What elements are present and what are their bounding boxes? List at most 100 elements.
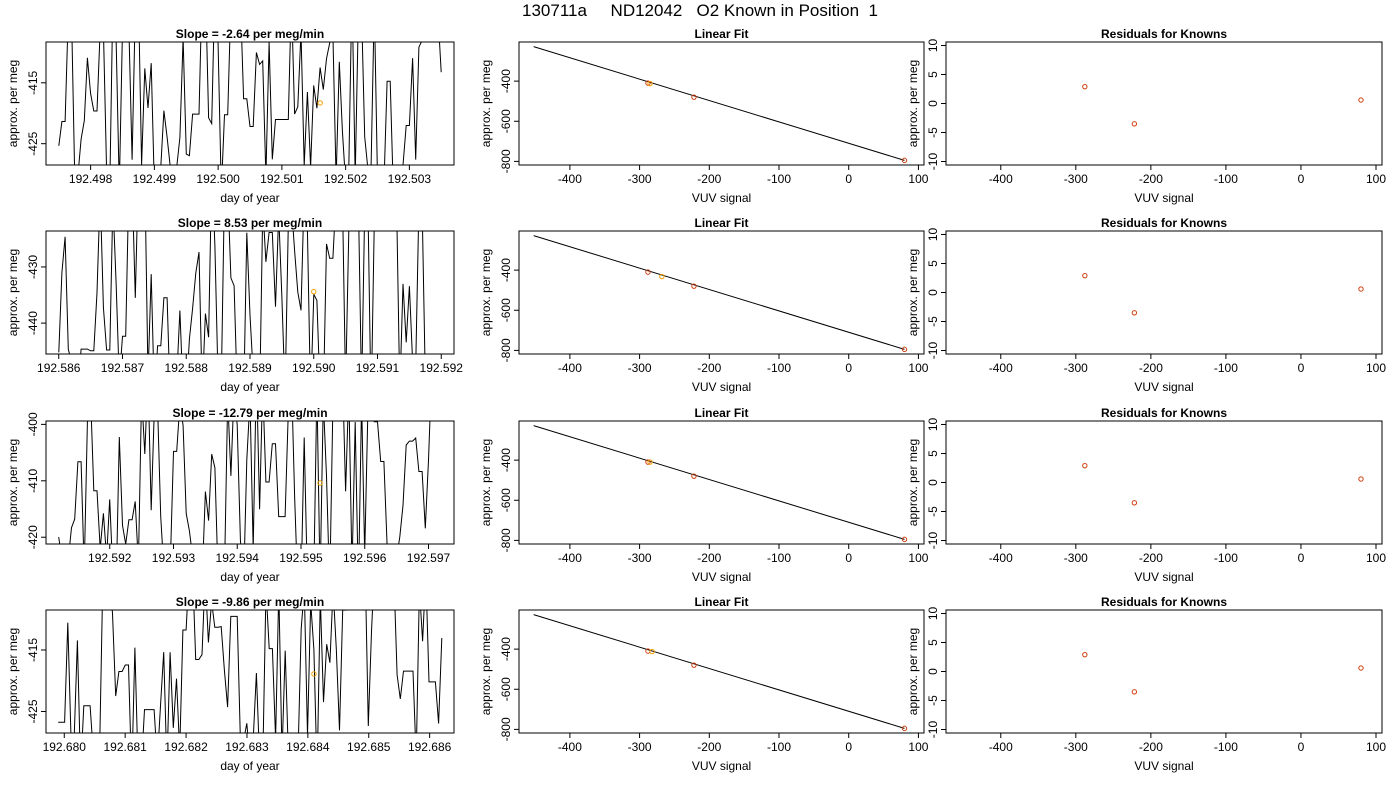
plot-frame	[518, 230, 925, 355]
chart-panel-r4c3: Residuals for Knowns-400 -300 -200 -100 0 100…	[906, 595, 1386, 773]
y-tick-label: -10	[926, 532, 940, 550]
x-tick-label: 192.591	[356, 361, 400, 375]
x-axis-label: VUV signal	[692, 380, 751, 394]
x-axis-label: VUV signal	[1134, 570, 1193, 584]
chart-title: Linear Fit	[694, 27, 748, 41]
x-tick-label: -200	[1139, 172, 1163, 186]
y-tick-label: -430	[26, 255, 40, 279]
y-axis-label: approx. per meg	[906, 249, 920, 336]
y-tick-label: 5	[926, 260, 940, 267]
data-layer	[1082, 83, 1364, 127]
x-tick-label: -200	[697, 172, 721, 186]
y-tick-label: -400	[499, 258, 513, 282]
y-axis-label: approx. per meg	[479, 628, 493, 715]
known-point	[645, 269, 651, 275]
x-tick-label: 0	[845, 361, 852, 375]
chart-panel-r4c1: Slope = -9.86 per meg/min 192.680 192.681 1…	[6, 595, 455, 773]
y-tick-label: -800	[499, 717, 513, 741]
x-tick-label: 192.681	[103, 740, 147, 754]
plot-frame	[45, 420, 455, 545]
x-tick-label: 192.680	[43, 740, 87, 754]
chart-title: Slope = 8.53 per meg/min	[178, 216, 322, 230]
x-tick-label: -400	[989, 740, 1013, 754]
y-axis-label: approx. per meg	[6, 439, 20, 526]
y-tick-label: 0	[926, 479, 940, 486]
data-layer	[533, 614, 908, 732]
x-tick-label: 192.499	[133, 172, 177, 186]
y-axis-label: approx. per meg	[479, 249, 493, 336]
plot-frame	[45, 41, 455, 166]
plot-frame	[45, 230, 455, 355]
x-tick-label: -100	[1214, 361, 1238, 375]
y-tick-label: -425	[26, 699, 40, 723]
x-tick-label: -100	[767, 361, 791, 375]
x-tick-label: 100	[1366, 740, 1386, 754]
trace-line	[58, 42, 442, 165]
x-tick-label: -400	[558, 172, 582, 186]
plot-frame	[945, 41, 1383, 166]
known-point	[1082, 651, 1088, 658]
data-layer	[1082, 272, 1364, 316]
fit-line	[533, 235, 905, 350]
x-tick-label: 192.595	[279, 551, 323, 565]
y-tick-label: -420	[26, 525, 40, 549]
y-tick-label: -400	[499, 448, 513, 472]
fit-line	[533, 425, 905, 540]
y-tick-label: -5	[926, 127, 940, 138]
plot-frame	[945, 609, 1383, 734]
x-tick-label: 100	[908, 551, 928, 565]
x-axis-label: VUV signal	[692, 570, 751, 584]
x-tick-label: 192.588	[165, 361, 209, 375]
x-tick-label: 192.593	[152, 551, 196, 565]
data-layer	[533, 235, 908, 353]
sample-point	[317, 480, 323, 486]
data-layer	[533, 46, 908, 164]
known-point	[645, 80, 651, 86]
chart-title: Linear Fit	[694, 216, 748, 230]
y-tick-label: 5	[926, 450, 940, 457]
x-tick-label: 100	[908, 361, 928, 375]
chart-panel-r2c2: Linear Fit -400 -300 -200 -100 0 100 VUV signal…	[479, 216, 929, 394]
x-axis-label: day of year	[220, 570, 279, 584]
chart-panel-r1c3: Residuals for Knowns-400 -300 -200 -100 0 100…	[906, 27, 1386, 205]
x-axis-label: VUV signal	[692, 191, 751, 205]
data-layer	[58, 231, 426, 354]
y-tick-label: -5	[926, 506, 940, 517]
x-tick-label: -100	[1214, 172, 1238, 186]
x-tick-label: 192.596	[343, 551, 387, 565]
known-point	[645, 459, 651, 465]
x-axis-label: VUV signal	[692, 759, 751, 773]
x-tick-label: 0	[845, 172, 852, 186]
x-tick-label: 100	[1366, 172, 1386, 186]
x-tick-label: -400	[989, 361, 1013, 375]
y-tick-label: -400	[499, 637, 513, 661]
plot-frame	[945, 230, 1383, 355]
x-tick-label: 0	[1298, 551, 1305, 565]
plot-frame	[518, 420, 925, 545]
y-axis-label: approx. per meg	[6, 249, 20, 336]
chart-panel-r1c2: Linear Fit -400 -300 -200 -100 0 100 VUV signal…	[479, 27, 929, 205]
known-point	[1358, 286, 1364, 292]
x-tick-label: 192.685	[347, 740, 391, 754]
y-tick-label: -600	[499, 298, 513, 322]
known-point	[691, 662, 697, 668]
x-tick-label: 192.597	[407, 551, 451, 565]
chart-panel-r4c2: Linear Fit -400 -300 -200 -100 0 100 VUV signal…	[479, 595, 929, 773]
trace-line	[58, 610, 443, 733]
x-tick-label: -100	[767, 740, 791, 754]
y-tick-label: -10	[926, 721, 940, 739]
figure-title: 130711a ND12042 O2 Known in Position 1	[522, 1, 878, 20]
known-point	[1131, 121, 1138, 127]
data-layer	[58, 421, 431, 544]
sample-point	[649, 648, 655, 655]
x-tick-label: -400	[989, 551, 1013, 565]
y-tick-label: 5	[926, 71, 940, 78]
y-tick-label: -425	[26, 131, 40, 155]
x-tick-label: -300	[1064, 361, 1088, 375]
data-layer	[1082, 462, 1364, 506]
chart-title: Residuals for Knowns	[1101, 27, 1227, 41]
chart-panel-r1c1: Slope = -2.64 per meg/min 192.498 192.499 1…	[6, 27, 455, 205]
y-tick-label: -5	[926, 316, 940, 327]
y-tick-label: -400	[499, 69, 513, 93]
